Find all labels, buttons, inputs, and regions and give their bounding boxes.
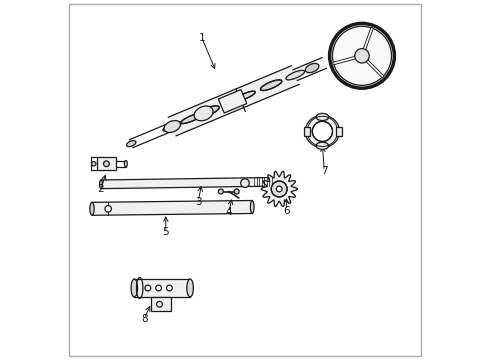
- Ellipse shape: [163, 122, 182, 131]
- Ellipse shape: [194, 106, 213, 121]
- Circle shape: [156, 285, 162, 291]
- Text: 3: 3: [195, 197, 201, 207]
- Ellipse shape: [316, 113, 329, 121]
- Ellipse shape: [260, 80, 282, 90]
- Polygon shape: [261, 171, 297, 207]
- Ellipse shape: [187, 279, 194, 297]
- Circle shape: [105, 206, 111, 212]
- Text: 4: 4: [225, 207, 232, 217]
- Circle shape: [271, 181, 287, 197]
- Circle shape: [355, 49, 369, 63]
- Ellipse shape: [181, 113, 202, 123]
- Ellipse shape: [164, 121, 180, 132]
- Polygon shape: [169, 66, 299, 136]
- Ellipse shape: [250, 201, 254, 213]
- Circle shape: [234, 189, 239, 194]
- Ellipse shape: [197, 106, 219, 117]
- Ellipse shape: [316, 142, 329, 149]
- Ellipse shape: [305, 115, 340, 148]
- Circle shape: [167, 285, 172, 291]
- Polygon shape: [134, 279, 190, 297]
- Ellipse shape: [305, 63, 319, 73]
- Bar: [336, 127, 343, 136]
- Circle shape: [330, 23, 394, 88]
- Ellipse shape: [131, 279, 138, 297]
- Text: 2: 2: [98, 184, 104, 194]
- Circle shape: [276, 186, 282, 192]
- Text: 7: 7: [321, 166, 327, 176]
- Circle shape: [312, 121, 333, 141]
- Circle shape: [92, 162, 96, 166]
- Ellipse shape: [124, 161, 127, 167]
- Ellipse shape: [90, 202, 94, 215]
- Circle shape: [145, 285, 151, 291]
- Text: 8: 8: [141, 314, 147, 324]
- Bar: [97, 157, 116, 170]
- Polygon shape: [92, 201, 252, 215]
- Text: 1: 1: [198, 33, 205, 43]
- Bar: [219, 90, 247, 113]
- Ellipse shape: [234, 91, 255, 102]
- Ellipse shape: [286, 70, 305, 80]
- Text: 6: 6: [283, 206, 290, 216]
- Ellipse shape: [272, 177, 275, 186]
- Text: 5: 5: [163, 227, 169, 237]
- Circle shape: [157, 301, 162, 307]
- Circle shape: [219, 189, 223, 194]
- Bar: [151, 297, 171, 311]
- Ellipse shape: [126, 141, 136, 147]
- Circle shape: [241, 179, 249, 188]
- Bar: [303, 127, 310, 136]
- Polygon shape: [101, 177, 274, 189]
- Ellipse shape: [99, 180, 102, 189]
- Polygon shape: [293, 58, 326, 80]
- Circle shape: [103, 161, 109, 167]
